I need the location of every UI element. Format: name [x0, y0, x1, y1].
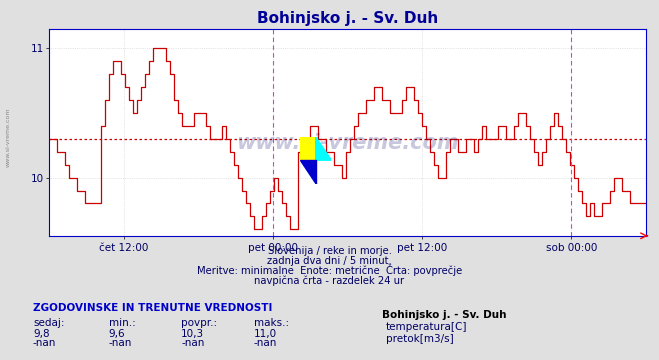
Text: maks.:: maks.: [254, 318, 289, 328]
Text: pretok[m3/s]: pretok[m3/s] [386, 334, 453, 344]
Text: 11,0: 11,0 [254, 329, 277, 339]
Text: www.si-vreme.com: www.si-vreme.com [237, 132, 459, 153]
Text: min.:: min.: [109, 318, 136, 328]
Text: -nan: -nan [254, 338, 277, 348]
Text: Slovenija / reke in morje.: Slovenija / reke in morje. [268, 246, 391, 256]
Polygon shape [316, 137, 331, 160]
Title: Bohinjsko j. - Sv. Duh: Bohinjsko j. - Sv. Duh [257, 11, 438, 26]
Text: ZGODOVINSKE IN TRENUTNE VREDNOSTI: ZGODOVINSKE IN TRENUTNE VREDNOSTI [33, 303, 272, 314]
Bar [300, 137, 316, 160]
Text: Meritve: minimalne  Enote: metrične  Črta: povprečje: Meritve: minimalne Enote: metrične Črta:… [197, 264, 462, 276]
Text: -nan: -nan [33, 338, 56, 348]
Text: 9,6: 9,6 [109, 329, 125, 339]
Text: zadnja dva dni / 5 minut.: zadnja dva dni / 5 minut. [267, 256, 392, 266]
Text: 10,3: 10,3 [181, 329, 204, 339]
Text: temperatura[C]: temperatura[C] [386, 322, 467, 332]
Text: navpična črta - razdelek 24 ur: navpična črta - razdelek 24 ur [254, 275, 405, 286]
Text: povpr.:: povpr.: [181, 318, 217, 328]
Text: www.si-vreme.com: www.si-vreme.com [5, 107, 11, 167]
Text: 9,8: 9,8 [33, 329, 49, 339]
Polygon shape [300, 160, 316, 184]
Text: -nan: -nan [109, 338, 132, 348]
Text: Bohinjsko j. - Sv. Duh: Bohinjsko j. - Sv. Duh [382, 310, 507, 320]
Text: -nan: -nan [181, 338, 204, 348]
Text: sedaj:: sedaj: [33, 318, 65, 328]
